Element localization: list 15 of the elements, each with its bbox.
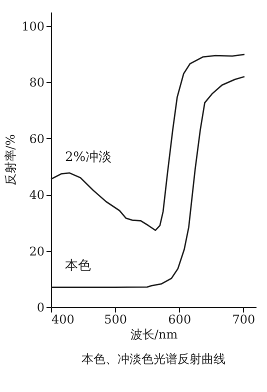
series-label: 2%冲淡 xyxy=(65,150,112,166)
x-tick-label: 700 xyxy=(232,312,256,326)
y-tick-label: 40 xyxy=(29,188,44,202)
y-tick-label: 80 xyxy=(29,76,44,90)
y-tick-label: 0 xyxy=(36,300,44,314)
y-tick-label: 60 xyxy=(29,132,44,146)
text: 本色、冲淡色光谱反射曲线 xyxy=(82,352,226,366)
x-tick-label: 500 xyxy=(104,312,128,326)
x-axis-title: 波长/nm xyxy=(130,328,178,342)
x-tick-label: 400 xyxy=(52,312,74,326)
series-label: 本色 xyxy=(65,258,91,274)
y-axis-title: 反射率/% xyxy=(4,134,18,186)
x-tick-label: 600 xyxy=(168,312,192,326)
y-tick-label: 100 xyxy=(22,20,44,34)
y-tick-label: 20 xyxy=(29,244,44,258)
